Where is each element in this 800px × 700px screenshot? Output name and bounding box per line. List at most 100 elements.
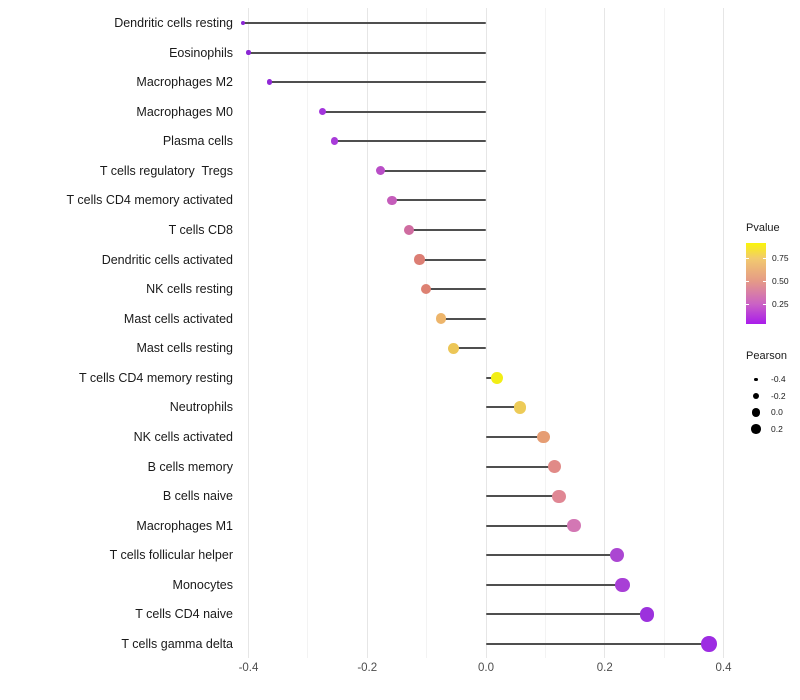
stem-line [486,642,710,645]
gridline-minor [663,8,665,658]
data-point [246,50,251,55]
data-point [376,166,386,176]
y-axis-label: Macrophages M2 [136,75,233,90]
stem-line [486,583,623,586]
gridline-major [248,8,249,658]
pearson-dot-column [746,424,766,434]
colorbar-tick-label: 0.75 [772,252,789,263]
data-point [387,195,397,206]
y-axis-label: T cells regulatory Tregs [99,163,233,178]
stem-line [486,495,560,498]
pearson-legend-entry: 0.0 [746,404,800,421]
pearson-size-label: 0.0 [771,407,783,418]
data-point [552,489,566,503]
pearson-size-dot [754,377,758,381]
stem-line [453,347,486,350]
pearson-dot-column [746,392,766,399]
data-point [330,137,339,146]
x-tick-label: 0.2 [596,662,613,674]
y-axis-label: NK cells resting [146,282,233,297]
data-point [537,430,550,444]
stem-line [380,169,486,172]
x-tick-label: 0.0 [478,662,494,674]
y-axis-label: Dendritic cells resting [114,16,233,30]
stem-line [486,554,618,557]
gridline-minor [307,8,309,658]
y-axis-label: B cells naive [162,489,233,504]
data-point [414,254,425,265]
y-axis-label: Macrophages M1 [136,518,233,533]
gridline-major [604,8,606,658]
pearson-legend-title: Pearson [746,350,787,362]
data-point [420,283,432,295]
data-point [266,79,272,85]
y-axis-label: T cells follicular helper [109,548,233,563]
gridline-minor [544,8,546,658]
data-point [639,607,655,622]
pearson-size-label: -0.2 [771,390,786,401]
y-axis-label: T cells gamma delta [121,636,233,651]
y-axis-label: NK cells activated [133,429,233,444]
stem-line [334,140,486,143]
pearson-size-label: 0.2 [771,423,783,434]
data-point [610,548,625,563]
colorbar-tick-mark [746,304,749,306]
y-axis-label: Eosinophils [169,45,233,60]
colorbar-tick-mark [746,257,749,259]
data-point [490,371,503,384]
y-axis-label: B cells memory [147,459,233,474]
stem-line [392,199,486,202]
pvalue-colorbar-wrap: 0.75 0.50 0.25 [746,243,800,324]
data-point [701,636,718,652]
y-axis-label: Mast cells activated [123,311,233,326]
colorbar-tick-mark [763,257,766,259]
pearson-size-dot [752,392,760,399]
stem-line [248,51,486,54]
stem-line [242,22,486,24]
pearson-legend-entry: -0.2 [746,388,800,405]
y-axis-label: T cells CD4 memory resting [79,370,233,385]
stem-line [419,258,486,261]
y-axis-label: Plasma cells [162,134,233,149]
x-tick-label: -0.4 [238,662,259,674]
colorbar-tick-label: 0.50 [772,276,789,287]
gridline-major [485,8,487,658]
colorbar-tick-mark [763,304,766,306]
stem-line [486,465,555,468]
stem-line [409,228,486,231]
y-axis-label: Dendritic cells activated [101,252,233,267]
pvalue-legend-title: Pvalue [746,222,780,234]
data-point [567,519,581,533]
data-point [548,460,562,474]
data-point [404,225,415,235]
pearson-size-label: -0.4 [771,374,786,385]
pearson-dot-column [746,408,766,417]
legend: Pvalue 0.75 0.50 0.25 Pearson -0.4 -0.2 0.0 0… [746,222,800,437]
colorbar-tick-label: 0.25 [772,299,789,310]
data-point [435,313,447,325]
pearson-size-entries: -0.4 -0.2 0.0 0.2 [746,371,800,437]
colorbar-tick-mark [746,281,749,283]
y-axis-label: T cells CD4 naive [135,607,233,622]
x-tick-label: -0.2 [357,662,378,674]
y-axis-label: Mast cells resting [136,341,233,356]
gridline-major [723,8,724,658]
stem-line [269,81,486,84]
data-point [319,107,327,116]
data-point [513,401,526,414]
stem-line [486,524,574,527]
colorbar-tick-mark [763,281,766,283]
stem-line [426,288,486,291]
y-axis-label: Macrophages M0 [136,104,233,119]
data-point [240,21,245,25]
pearson-dot-column [746,377,766,381]
data-point [615,577,630,592]
stem-line [440,317,486,320]
gridline-minor [426,8,428,658]
pearson-size-dot [751,408,761,417]
pearson-legend-entry: -0.4 [746,371,800,388]
data-point [447,342,459,354]
pearson-size-dot [751,424,761,434]
stem-line [486,613,647,616]
